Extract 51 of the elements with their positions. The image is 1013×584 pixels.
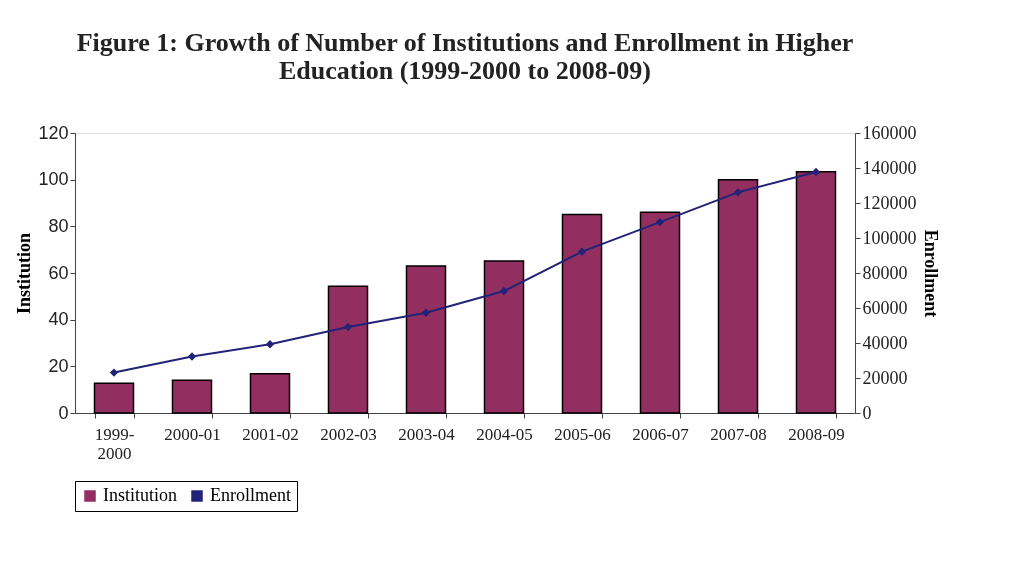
x-tick-label: 2008-09 xyxy=(788,424,845,444)
point xyxy=(109,368,119,377)
y2-tick-label: 40000 xyxy=(862,332,908,353)
x-tick-label: 2002-03 xyxy=(320,424,377,444)
y2-tick-label: 120000 xyxy=(862,192,917,213)
y2-tick-label: 60000 xyxy=(862,297,908,318)
bar xyxy=(93,382,135,414)
x-tick-label: 2003-04 xyxy=(398,424,456,444)
y-tick-label: 40 xyxy=(48,309,69,330)
x-tick-label: 2005-06 xyxy=(554,424,611,444)
y2-axis-title: Enrollment xyxy=(920,229,941,318)
bar xyxy=(327,285,369,414)
y2-tick-label: 0 xyxy=(862,402,872,423)
bar xyxy=(795,170,837,414)
point xyxy=(265,340,275,349)
point xyxy=(499,286,509,296)
y2-tick-label: 20000 xyxy=(862,367,908,388)
y-tick-label: 80 xyxy=(48,215,69,236)
y2-tick-label: 140000 xyxy=(862,157,917,178)
y2-tick-label: 80000 xyxy=(862,262,908,283)
legend-label: Institution xyxy=(103,485,178,505)
point xyxy=(577,247,587,256)
bar xyxy=(483,260,525,414)
point xyxy=(343,322,353,332)
point xyxy=(421,308,431,317)
x-tick-label: 2006-07 xyxy=(632,424,690,444)
y-tick-label: 120 xyxy=(38,122,69,143)
y-tick-label: 20 xyxy=(48,355,69,376)
x-tick-label: 2000-01 xyxy=(164,424,221,444)
bar xyxy=(405,265,447,414)
y-tick-label: 100 xyxy=(38,169,69,190)
point xyxy=(655,217,665,227)
bar xyxy=(717,178,759,414)
y2-tick-label: 100000 xyxy=(862,227,917,248)
y-tick-label: 0 xyxy=(58,402,69,423)
bar xyxy=(639,211,681,414)
x-tick-label: 2004-05 xyxy=(476,424,533,444)
legend-label: Enrollment xyxy=(210,485,291,505)
x-tick-label: 2001-02 xyxy=(242,424,299,444)
bar xyxy=(249,373,291,414)
y-axis-title: Institution xyxy=(14,232,35,315)
point xyxy=(811,167,821,177)
bar xyxy=(561,213,603,414)
chart-title: Figure 1: Growth of Number of Institutions and Enrollment in Higher Education (1999-2000 to 2008-09) xyxy=(76,28,854,85)
y-tick-label: 60 xyxy=(48,262,69,283)
bar xyxy=(171,379,213,414)
x-tick-label: 2007-08 xyxy=(710,424,767,444)
x-tick-label: 1999- 2000 xyxy=(94,424,135,463)
point xyxy=(733,188,743,197)
y2-tick-label: 160000 xyxy=(862,122,917,143)
point xyxy=(187,352,197,361)
